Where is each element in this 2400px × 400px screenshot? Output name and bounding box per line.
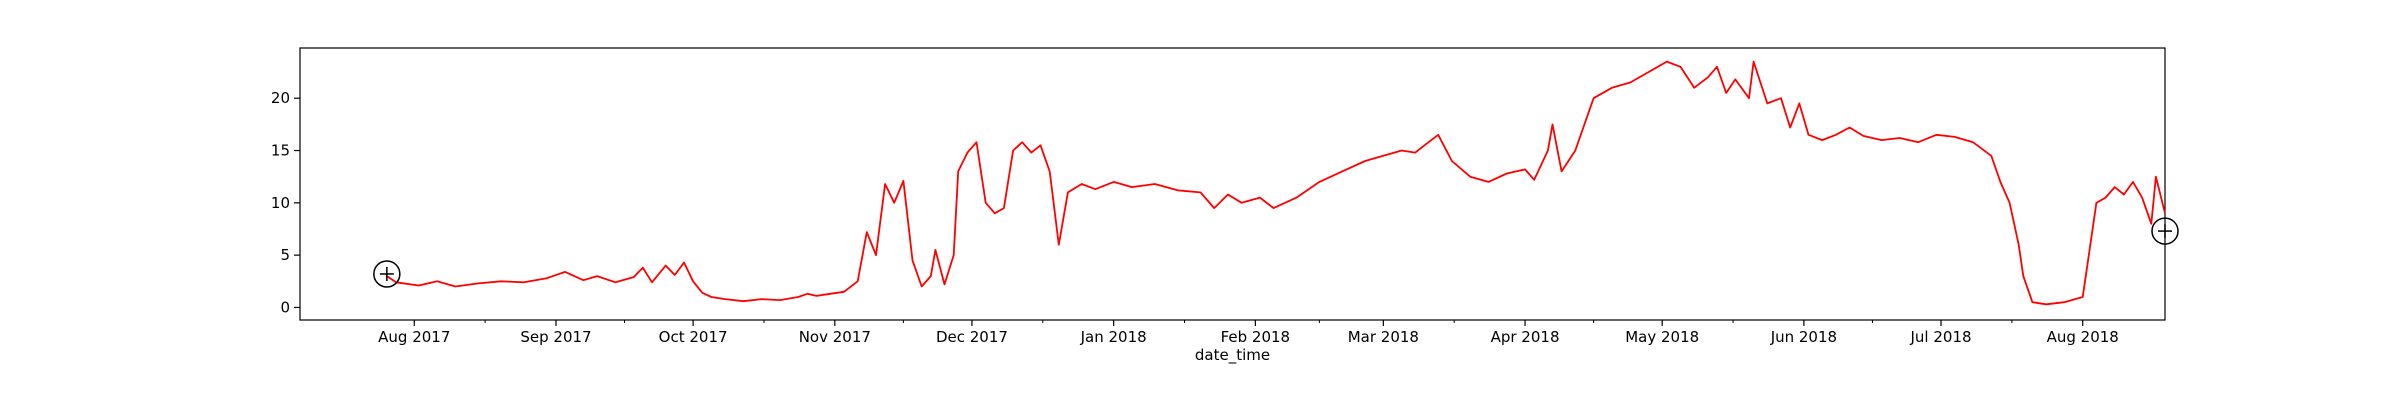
y-tick-label: 20 [271, 89, 290, 107]
x-tick-label: Feb 2018 [1221, 328, 1291, 346]
x-axis-label: date_time [1195, 346, 1270, 365]
x-tick-label: Nov 2017 [799, 328, 871, 346]
y-tick-label: 5 [280, 246, 290, 264]
x-tick-label: Aug 2018 [2047, 328, 2119, 346]
x-tick-label: Sep 2017 [520, 328, 591, 346]
x-tick-label: Jan 2018 [1080, 328, 1147, 346]
circle-marker [2151, 217, 2179, 245]
x-tick-label: Jul 2018 [1909, 328, 1971, 346]
y-tick-label: 10 [271, 194, 290, 212]
y-tick-label: 15 [271, 142, 290, 160]
x-tick-label: May 2018 [1625, 328, 1699, 346]
y-tick-label: 0 [280, 298, 290, 316]
plot-frame [299, 47, 2166, 321]
x-tick-label: Apr 2018 [1491, 328, 1560, 346]
x-tick-label: Mar 2018 [1348, 328, 1419, 346]
x-tick-label: Oct 2017 [659, 328, 728, 346]
x-tick-label: Dec 2017 [936, 328, 1008, 346]
x-tick-label: Jun 2018 [1770, 328, 1837, 346]
chart-plot-group: 0 5 10 15 20 Aug 2017 Sep 2017 Oct 2017 Nov 2017… [271, 47, 2179, 346]
x-tick-label: Aug 2017 [378, 328, 450, 346]
series-line [386, 60, 2166, 306]
circle-marker [373, 260, 401, 288]
